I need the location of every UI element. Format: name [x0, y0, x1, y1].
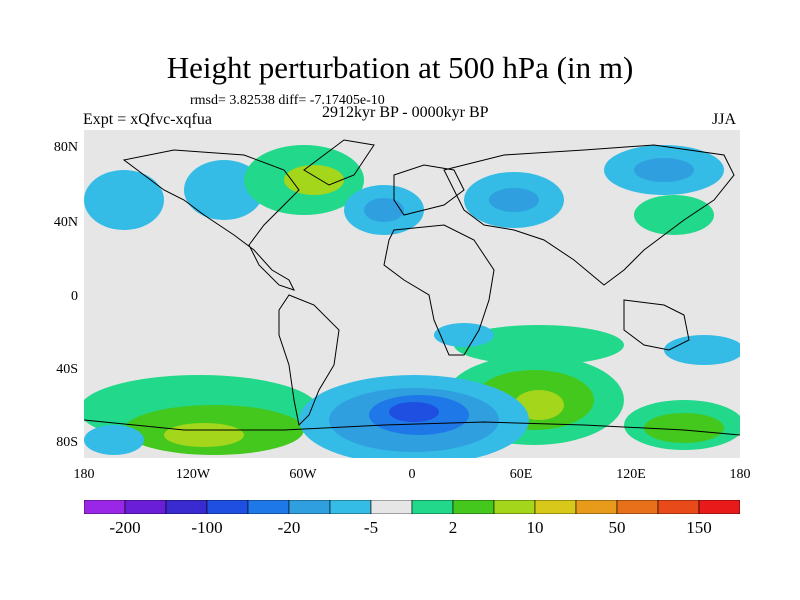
colorbar — [84, 500, 740, 514]
lon-label: 120E — [616, 467, 646, 482]
colorbar-swatch — [616, 500, 659, 514]
colorbar-label: 50 — [608, 518, 626, 537]
colorbar-swatch — [84, 500, 126, 514]
lat-label: 40N — [53, 215, 78, 230]
colorbar-swatch — [534, 500, 577, 514]
colorbar-label: -200 — [109, 518, 141, 537]
world-map-plot — [84, 130, 740, 458]
experiment-label: Expt = xQfvc-xqfua — [83, 111, 212, 128]
lon-label: 60W — [289, 467, 317, 482]
colorbar-swatch — [493, 500, 536, 514]
chart-title: Height perturbation at 500 hPa (in m) — [166, 50, 634, 85]
contour-fills — [84, 145, 740, 458]
colorbar-swatch — [124, 500, 167, 514]
colorbar-swatch — [288, 500, 331, 514]
colorbar-swatch — [206, 500, 249, 514]
lon-label: 0 — [408, 467, 416, 482]
lon-label: 180 — [73, 467, 95, 482]
lon-label: 60E — [509, 467, 533, 482]
stats-text: rmsd= 3.82538 diff= -7.17405e-10 — [190, 93, 385, 108]
colorbar-swatch — [575, 500, 618, 514]
lat-label: 80N — [53, 140, 78, 155]
lat-label: 80S — [56, 435, 78, 450]
colorbar-label: 10 — [526, 518, 544, 537]
colorbar-swatch — [329, 500, 372, 514]
colorbar-label: 2 — [448, 518, 458, 537]
colorbar-label: -5 — [363, 518, 379, 537]
lat-label: 0 — [71, 289, 78, 304]
period-label: 2912kyr BP - 0000kyr BP — [322, 104, 489, 121]
lon-label: 180 — [729, 467, 751, 482]
continent-outlines — [84, 139, 740, 436]
colorbar-swatch — [165, 500, 208, 514]
season-label: JJA — [712, 111, 737, 128]
colorbar-swatch — [370, 500, 413, 514]
lon-label: 120W — [175, 467, 211, 482]
lat-label: 40S — [56, 362, 78, 377]
colorbar-label: -20 — [277, 518, 301, 537]
colorbar-swatch — [698, 500, 740, 514]
colorbar-swatch — [452, 500, 495, 514]
colorbar-swatch — [247, 500, 290, 514]
colorbar-swatch — [411, 500, 454, 514]
colorbar-label: -100 — [191, 518, 223, 537]
colorbar-swatch — [657, 500, 700, 514]
colorbar-label: 150 — [686, 518, 712, 537]
